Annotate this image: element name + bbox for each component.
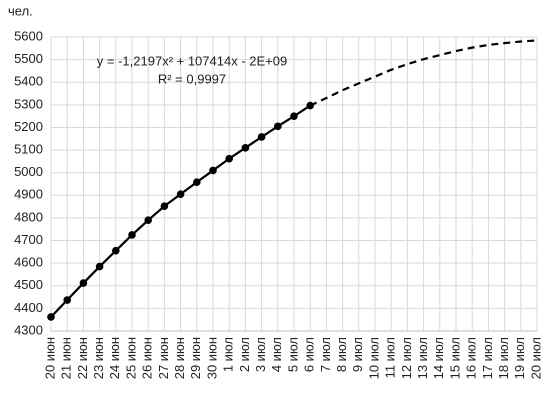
point — [160, 202, 169, 210]
x-tick-label: 14 июл — [431, 337, 446, 379]
x-tick-label: 27 июн — [156, 337, 171, 379]
y-tick-label: 5000 — [14, 164, 43, 179]
y-tick-label: 4500 — [14, 277, 43, 292]
x-tick-label: 23 июн — [91, 337, 106, 379]
point — [241, 144, 250, 152]
series-line — [309, 39, 538, 107]
x-tick-label: 2 июл — [237, 337, 252, 372]
x-tick-label: 18 июл — [496, 337, 511, 379]
x-tick-label: 20 июл — [528, 337, 543, 379]
y-tick-label: 4900 — [14, 187, 43, 202]
point — [193, 178, 201, 186]
x-tick-label: 26 июн — [140, 337, 155, 379]
x-tick-label: 22 июн — [75, 337, 90, 379]
point — [112, 246, 120, 255]
y-tick-label: 4800 — [14, 209, 43, 224]
point — [79, 279, 88, 287]
x-tick-label: 17 июл — [480, 337, 495, 379]
x-tick-label: 12 июл — [399, 337, 414, 379]
point — [128, 231, 136, 239]
y-tick-label: 5500 — [14, 51, 43, 66]
point — [144, 216, 152, 224]
trend-equation: y = -1,2197x² + 107414x - 2E+09 — [97, 53, 287, 68]
y-tick-label: 4300 — [14, 322, 43, 337]
x-tick-label: 3 июл — [253, 337, 268, 372]
x-tick-label: 19 июл — [512, 337, 527, 379]
x-tick-label: 7 июл — [318, 337, 333, 372]
point — [274, 122, 282, 131]
x-tick-label: 8 июл — [334, 337, 349, 372]
point — [176, 190, 185, 198]
x-tick-label: 9 июл — [350, 337, 365, 372]
x-tick-label: 21 июн — [59, 337, 74, 379]
x-tick-label: 20 июн — [42, 337, 57, 379]
x-tick-label: 6 июл — [302, 337, 317, 372]
point — [225, 154, 233, 163]
x-tick-label: 28 июн — [172, 337, 187, 379]
x-tick-label: 15 июл — [447, 337, 462, 379]
x-tick-label: 4 июл — [269, 337, 284, 372]
y-tick-label: 5200 — [14, 119, 43, 134]
y-tick-label: 5100 — [14, 142, 43, 157]
y-tick-label: 5400 — [14, 74, 43, 89]
point — [209, 166, 217, 175]
y-axis-label: чел. — [8, 3, 33, 18]
x-tick-label: 25 июн — [123, 337, 138, 379]
point — [290, 112, 298, 120]
x-tick-label: 16 июл — [464, 337, 479, 379]
point — [63, 296, 71, 304]
y-tick-label: 5600 — [14, 28, 43, 43]
r-squared: R² = 0,9997 — [158, 71, 226, 86]
x-tick-label: 30 июн — [204, 337, 219, 379]
x-tick-label: 5 июл — [285, 337, 300, 372]
y-tick-label: 4400 — [14, 300, 43, 315]
x-tick-label: 13 июл — [415, 337, 430, 379]
point — [257, 133, 266, 141]
y-tick-label: 5300 — [14, 96, 43, 111]
x-tick-label: 1 июл — [221, 337, 236, 372]
x-tick-label: 10 июл — [366, 337, 381, 379]
x-tick-label: 11 июл — [383, 337, 398, 378]
y-tick-label: 4600 — [14, 255, 43, 270]
x-tick-label: 24 июн — [107, 337, 122, 379]
point — [47, 313, 55, 321]
y-tick-label: 4700 — [14, 232, 43, 247]
x-tick-label: 29 июн — [188, 337, 203, 379]
point — [95, 262, 104, 271]
